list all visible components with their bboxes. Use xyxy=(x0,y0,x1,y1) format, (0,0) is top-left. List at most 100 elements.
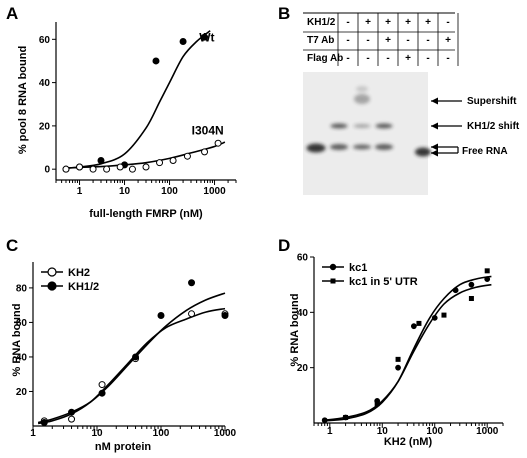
panel-c-x-tick-label: 100 xyxy=(153,428,170,439)
panel-d-x-tick-label: 10 xyxy=(377,426,389,437)
gel-cell-value: + xyxy=(445,35,451,46)
gel-cell-value: - xyxy=(386,53,389,64)
gel-condition-grid: - + + + + - - - + - - + - - - + - - xyxy=(303,12,459,66)
panel-c-series-2-point xyxy=(188,279,196,287)
gel-band-free-rna xyxy=(306,143,326,153)
panel-d-legend-marker xyxy=(329,263,337,271)
panel-c-xlabel: nM protein xyxy=(95,441,151,453)
panel-a-series-2-point xyxy=(89,165,97,173)
panel-a-x-tick-label: 10 xyxy=(119,186,131,197)
panel-c-series-1-point xyxy=(98,381,106,389)
gel-cell-value: - xyxy=(446,17,449,28)
panel-a-series-2-point xyxy=(128,165,136,173)
panel-a-series-2-fit-curve xyxy=(65,141,226,169)
panel-d-y-tick-label: 60 xyxy=(297,253,309,264)
panel-label-d: D xyxy=(278,236,290,255)
panel-a-series-2-label: I304N xyxy=(192,124,224,138)
panel-a-series-2-point xyxy=(201,148,209,156)
panel-c-ylabel: % RNA bound xyxy=(11,304,23,377)
gel-cell-value: - xyxy=(446,53,449,64)
panel-d-series-1-point xyxy=(395,364,401,371)
panel-label-a: A xyxy=(6,4,18,23)
panel-d-legend-label: kc1 xyxy=(349,262,367,274)
panel-c-chart: % RNA bound nM protein 1 10 100 1000 20 40 60 8… xyxy=(11,262,237,453)
gel-bands xyxy=(306,86,431,157)
gel-cell-value: + xyxy=(385,35,391,46)
panel-c-y-tick-label: 80 xyxy=(16,283,28,294)
panel-c-x-tick-label: 1 xyxy=(30,428,36,439)
panel-a-ylabel: % pool 8 RNA bound xyxy=(17,46,29,154)
gel-cell-value: - xyxy=(346,53,349,64)
arrowhead-supershift xyxy=(431,97,438,105)
panel-c-series-2-fit-curve xyxy=(37,292,226,424)
panel-d-x-tick-label: 1000 xyxy=(476,426,499,437)
panel-d-series-2-point xyxy=(395,356,401,362)
panel-label-c: C xyxy=(6,236,18,255)
panel-c-legend-label: KH1/2 xyxy=(68,281,99,293)
gel-cell-value: - xyxy=(426,53,429,64)
panel-a-series-1-label: Wt xyxy=(199,30,214,44)
gel-band-free-rna xyxy=(330,144,348,150)
panel-a-series-1-point xyxy=(179,37,187,45)
gel-band-kh12-shift xyxy=(353,124,371,128)
arrowhead-free-rna-upper xyxy=(431,143,438,151)
panel-a-series-1-fit-curve xyxy=(65,30,211,169)
panel-c-y-tick-label: 40 xyxy=(16,352,28,363)
gel-row-label-t7: T7 Ab xyxy=(307,35,334,46)
panel-a-y-tick-label: 0 xyxy=(44,165,50,176)
gel-cell-value: + xyxy=(405,53,411,64)
gel-cell-value: - xyxy=(346,17,349,28)
panel-d-y-tick-label: 40 xyxy=(297,308,309,319)
panel-a-xlabel: full-length FMRP (nM) xyxy=(89,208,203,220)
gel-row-label-flag: Flag Ab xyxy=(307,53,343,64)
gel-cell-value: + xyxy=(425,17,431,28)
panel-a-y-tick-label: 40 xyxy=(39,78,51,89)
arrowhead-kh12-shift xyxy=(431,122,438,130)
panel-c-x-tick-label: 10 xyxy=(91,428,103,439)
gel-band-supershift xyxy=(354,94,370,104)
gel-image xyxy=(303,72,428,195)
panel-d-y-tick-label: 20 xyxy=(297,363,309,374)
panel-d-ylabel: % RNA bound xyxy=(289,294,301,367)
gel-cell-value: - xyxy=(366,35,369,46)
annotation-free-rna: Free RNA xyxy=(462,146,508,157)
panel-d-series-2-point xyxy=(416,320,422,326)
panel-a-series-2-point xyxy=(62,165,70,173)
panel-a-y-tick-label: 60 xyxy=(39,35,51,46)
panel-a-series-1-point xyxy=(201,33,209,41)
panel-a-series-2-point xyxy=(156,159,164,167)
panel-a-x-tick-label: 1 xyxy=(77,186,83,197)
panel-d-series-2-point xyxy=(441,312,447,318)
panel-d-series-2-point xyxy=(484,268,490,274)
gel-cell-value: - xyxy=(406,35,409,46)
panel-c-series-2-point xyxy=(68,408,76,416)
gel-band-free-rna xyxy=(353,144,371,150)
annotation-kh12-shift: KH1/2 shift xyxy=(467,121,520,132)
panel-a-chart: % pool 8 RNA bound full-length FMRP (nM)… xyxy=(17,22,237,220)
panel-d-legend-marker xyxy=(330,278,336,284)
panel-d-legend-label: kc1 in 5' UTR xyxy=(349,276,418,288)
panel-a-series-1-point xyxy=(152,57,160,65)
panel-a-series-2-point xyxy=(183,152,191,160)
panel-a-x-tick-label: 1000 xyxy=(203,186,226,197)
gel-band-free-rna xyxy=(375,144,393,150)
gel-band-kh12-shift xyxy=(330,123,348,129)
gel-cell-value: + xyxy=(385,17,391,28)
panel-a-series-2-point xyxy=(142,163,150,171)
panel-d-series-1-fit-curve xyxy=(324,283,492,421)
gel-row-label-kh12: KH1/2 xyxy=(307,17,336,28)
panel-d-chart: % RNA bound KH2 (nM) 1 10 100 1000 20 40 60 kc1… xyxy=(289,253,504,448)
panel-c-legend-marker xyxy=(47,267,57,277)
panel-d-series-2-point xyxy=(468,296,474,301)
arrowhead-free-rna-lower xyxy=(431,149,438,157)
gel-cell-value: + xyxy=(365,17,371,28)
panel-a-series-2-point xyxy=(103,165,111,173)
gel-band-kh12-shift xyxy=(375,123,393,129)
panel-b-gel: KH1/2 T7 Ab Flag Ab - + + + + - - - + - - + - - - + - - S… xyxy=(303,12,520,195)
panel-c-y-tick-label: 20 xyxy=(16,387,28,398)
panel-a-series-2-point xyxy=(76,163,84,171)
panel-c-series-1-point xyxy=(188,310,196,318)
panel-d-series-1-point xyxy=(468,281,475,288)
panel-c-series-2-point xyxy=(221,312,229,320)
